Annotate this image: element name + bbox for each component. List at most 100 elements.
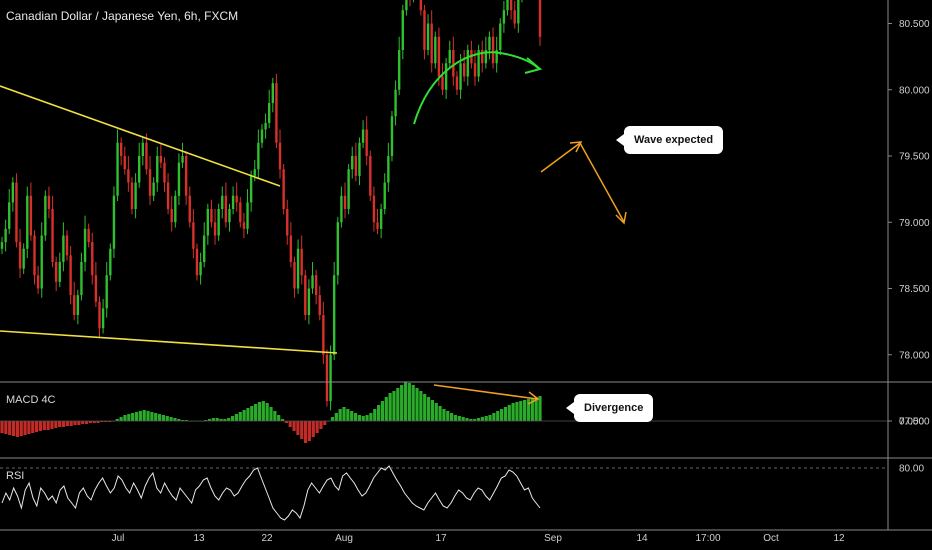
candle-body [448, 50, 451, 64]
candle-body [488, 36, 491, 50]
macd-bar [311, 421, 315, 437]
macd-bar [138, 411, 142, 421]
macd-bar [8, 421, 12, 435]
macd-bar [384, 397, 388, 421]
divergence-arrow-head [527, 391, 540, 405]
macd-bar [73, 421, 77, 425]
macd-bar [227, 418, 231, 421]
candle-body [228, 209, 231, 223]
macd-bar [419, 391, 423, 421]
candle-body [0, 242, 4, 249]
macd-bar [142, 410, 146, 421]
rsi-line [1, 465, 541, 521]
macd-bar [396, 388, 400, 421]
macd-bar [438, 406, 442, 421]
candle-body [29, 195, 33, 236]
candle-body [206, 209, 210, 236]
time-tick-label: Jul [112, 533, 125, 544]
candle-body [51, 209, 54, 262]
macd-bar [538, 396, 542, 421]
macd-bar [0, 421, 4, 433]
candle-body [87, 228, 90, 243]
macd-bar [511, 403, 515, 421]
macd-bar [31, 421, 35, 433]
candle-body [58, 262, 61, 282]
macd-bar [392, 391, 396, 421]
macd-bar [131, 413, 135, 421]
macd-bar [234, 414, 239, 421]
drawings [0, 51, 627, 405]
macd-bar [84, 421, 89, 424]
candle-body [22, 248, 25, 269]
candle-body [499, 23, 502, 50]
candle-body [192, 222, 195, 249]
candle-body [300, 248, 303, 276]
macd-bar [530, 398, 534, 421]
candle-body [73, 295, 76, 315]
macd-bar [19, 421, 23, 436]
macd-bar [173, 418, 177, 421]
candle-body [358, 142, 361, 176]
candle-body [148, 169, 152, 196]
macd-bar [407, 383, 411, 421]
macd-bar [161, 415, 165, 421]
macd-bar [480, 417, 484, 421]
macd-bar [519, 401, 523, 421]
macd-bar [507, 405, 511, 421]
macd-bar [473, 419, 477, 421]
candle-body [329, 354, 332, 402]
candle-body [369, 156, 372, 196]
candle-body [347, 169, 350, 209]
price-pane [0, 0, 542, 411]
macd-bar [296, 421, 300, 435]
macd-bar [42, 421, 46, 430]
candle-body [26, 195, 29, 249]
candle-body [466, 50, 469, 77]
candle-body [4, 228, 7, 243]
candle-body [434, 36, 437, 64]
candle-body [430, 23, 433, 64]
macd-bar [338, 409, 342, 421]
macd-bar [58, 421, 62, 427]
macd-bar [77, 421, 81, 425]
macd-bar [450, 413, 454, 421]
candle-body [109, 248, 112, 276]
candle-body [390, 116, 394, 156]
candle-body [15, 182, 18, 243]
wave-expected-callout: Wave expected [615, 126, 724, 154]
macd-bar [15, 421, 19, 437]
macd-bar [88, 421, 92, 423]
candle-body [217, 209, 220, 236]
candle-body [477, 50, 480, 77]
macd-bar [303, 421, 308, 443]
macd-bar [92, 421, 96, 423]
macd-bar [134, 412, 139, 421]
candle-body [249, 175, 253, 203]
time-tick-label: 14 [636, 533, 648, 544]
candle-body [426, 23, 430, 50]
macd-bar [319, 421, 323, 429]
candle-body [405, 0, 408, 11]
time-tick-label: 17 [435, 533, 447, 544]
candle-body [221, 195, 224, 209]
macd-bar [54, 421, 58, 428]
macd-bar [415, 388, 419, 421]
candle-body [304, 275, 307, 315]
candle-body [98, 301, 101, 329]
macd-bar [46, 421, 50, 430]
macd-bar [369, 413, 373, 421]
macd-bar [104, 421, 108, 422]
candle-body [325, 354, 329, 402]
candle-body [365, 129, 368, 156]
macd-bar [350, 411, 354, 421]
candle-body [318, 295, 321, 315]
macd-bar [342, 407, 346, 421]
macd-bar [254, 404, 258, 421]
green-arrow-head [524, 57, 543, 74]
candle-body [199, 262, 202, 276]
orange-arrow-head-down [615, 211, 627, 225]
divergence-callout: Divergence [565, 394, 654, 422]
macd-bar [377, 405, 381, 421]
macd-bar [69, 421, 73, 426]
candle-body [286, 209, 289, 236]
